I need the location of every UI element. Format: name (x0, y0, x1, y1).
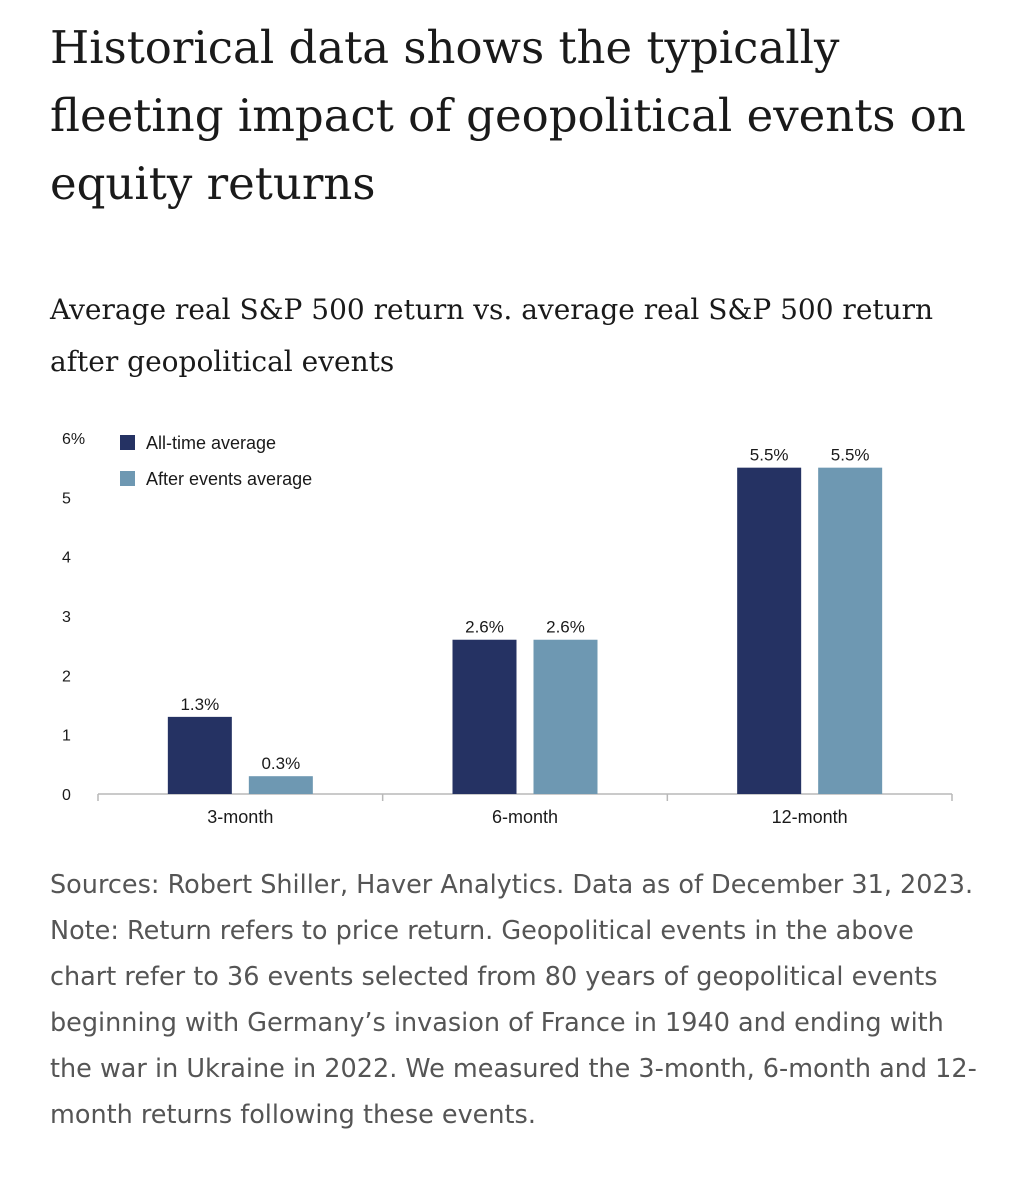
source-note: Sources: Robert Shiller, Haver Analytics… (50, 870, 977, 1130)
bar-3-month-all-time (167, 716, 232, 794)
y-tick-label: 0 (62, 787, 71, 804)
x-tick-label: 6-month (492, 807, 558, 827)
legend-swatch (120, 435, 135, 450)
y-tick-label: 2 (62, 668, 71, 685)
y-tick-label: 3 (62, 609, 71, 626)
legend-label: All-time average (146, 433, 276, 453)
data-label: 0.3% (261, 754, 300, 773)
bar-6-month-all-time (452, 639, 517, 794)
bar-3-month-after-events (248, 776, 313, 794)
legend-label: After events average (146, 469, 312, 489)
y-axis: 0 1 2 3 4 5 6% (62, 431, 85, 804)
data-label: 5.5% (831, 446, 870, 465)
data-label: 2.6% (465, 618, 504, 637)
data-label: 2.6% (546, 618, 585, 637)
legend: All-time average After events average (120, 433, 312, 489)
y-tick-label: 1 (62, 728, 71, 745)
data-label: 5.5% (750, 446, 789, 465)
bars: 1.3% 0.3% 2.6% 2.6% 5.5% 5.5% (167, 446, 883, 794)
y-tick-label: 5 (62, 490, 71, 507)
data-label: 1.3% (180, 695, 219, 714)
x-tick-label: 3-month (207, 807, 273, 827)
bar-12-month-all-time (737, 467, 802, 794)
legend-swatch (120, 471, 135, 486)
bar-6-month-after-events (533, 639, 598, 794)
bar-chart: 0 1 2 3 4 5 6% 3-month 6-month 12-month 1.3% 0.3%… (62, 431, 953, 827)
x-axis: 3-month 6-month 12-month (97, 793, 953, 827)
chart-title: Historical data shows the typically flee… (50, 21, 966, 210)
y-tick-label: 6% (62, 431, 85, 448)
bar-12-month-after-events (818, 467, 883, 794)
chart-subtitle: Average real S&P 500 return vs. average … (50, 293, 934, 378)
y-tick-label: 4 (62, 550, 71, 567)
x-tick-label: 12-month (772, 807, 848, 827)
